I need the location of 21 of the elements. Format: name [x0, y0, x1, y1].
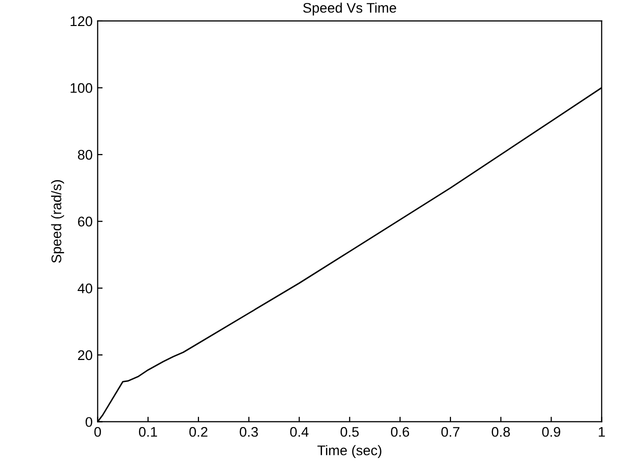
x-tick-label: 0.2 — [189, 426, 208, 437]
x-tick-label: 0.5 — [340, 426, 359, 437]
y-tick-label: 60 — [78, 216, 92, 227]
x-tick-label: 0.1 — [138, 426, 158, 437]
x-tick-label: 0.8 — [492, 426, 510, 437]
x-tick-label: 0.7 — [441, 426, 460, 437]
x-tick-label: 1 — [598, 427, 605, 437]
y-tick-label: 20 — [78, 350, 92, 360]
x-tick-label: 0.3 — [240, 426, 258, 437]
y-tick-label: 40 — [78, 283, 92, 294]
x-tick-label: 0.9 — [542, 426, 560, 437]
y-tick-label: 80 — [78, 150, 92, 160]
chart-title: Speed Vs Time — [303, 2, 396, 16]
y-tick-label: 100 — [70, 83, 92, 93]
x-tick-label: 0.4 — [290, 426, 308, 437]
y-axis-title: Speed (rad/s) — [51, 180, 64, 263]
x-axis-title: Time (sec) — [317, 445, 382, 458]
x-tick-label: 0.6 — [390, 426, 410, 437]
y-tick-label: 0 — [86, 417, 92, 427]
y-tick-label: 120 — [70, 16, 92, 26]
x-tick-label: 0 — [94, 426, 101, 437]
